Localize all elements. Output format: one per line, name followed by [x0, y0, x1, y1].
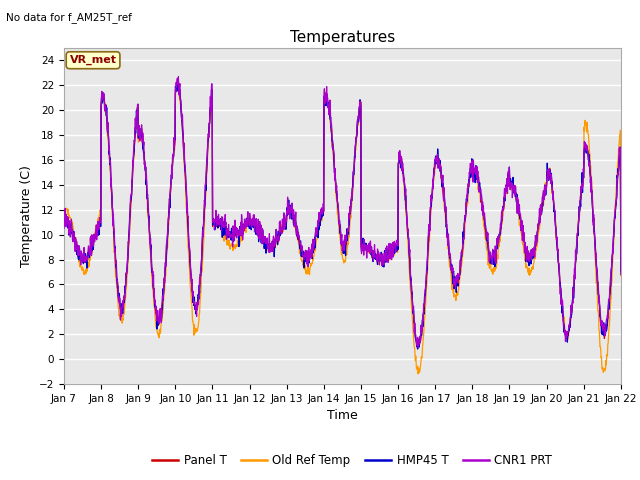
Legend: Panel T, Old Ref Temp, HMP45 T, CNR1 PRT: Panel T, Old Ref Temp, HMP45 T, CNR1 PRT	[147, 449, 557, 472]
Title: Temperatures: Temperatures	[290, 30, 395, 46]
Text: No data for f_AM25T_ref: No data for f_AM25T_ref	[6, 12, 132, 23]
X-axis label: Time: Time	[327, 409, 358, 422]
Y-axis label: Temperature (C): Temperature (C)	[20, 165, 33, 267]
Text: VR_met: VR_met	[70, 55, 116, 65]
